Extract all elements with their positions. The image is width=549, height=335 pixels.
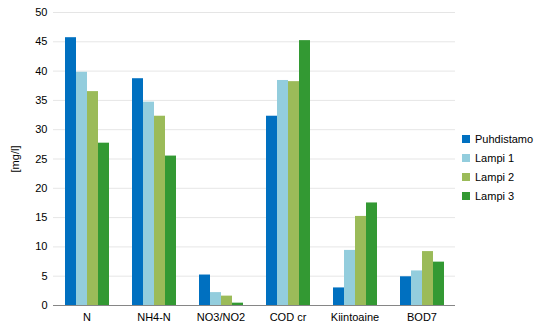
svg-text:Kiintoaine: Kiintoaine [331, 311, 379, 323]
svg-text:40: 40 [35, 65, 47, 77]
svg-text:15: 15 [35, 211, 47, 223]
html-text:Puhdistamo: Puhdistamo [475, 133, 534, 145]
html-text:Lampi 1: Lampi 1 [475, 152, 515, 164]
svg-text:[mg/l]: [mg/l] [9, 146, 21, 173]
svg-text:N: N [83, 311, 91, 323]
html-text:Lampi 2: Lampi 2 [475, 171, 515, 183]
svg-text:50: 50 [35, 6, 47, 18]
svg-text:BOD7: BOD7 [407, 311, 437, 323]
svg-text:0: 0 [41, 299, 47, 311]
svg-text:35: 35 [35, 94, 47, 106]
svg-text:NO3/NO2: NO3/NO2 [197, 311, 245, 323]
svg-text:COD cr: COD cr [270, 311, 307, 323]
svg-text:20: 20 [35, 182, 47, 194]
html-text:Lampi 3: Lampi 3 [475, 190, 515, 202]
svg-text:45: 45 [35, 35, 47, 47]
svg-text:NH4-N: NH4-N [137, 311, 171, 323]
svg-text:30: 30 [35, 123, 47, 135]
svg-text:10: 10 [35, 240, 47, 252]
svg-text:25: 25 [35, 153, 47, 165]
svg-text:5: 5 [41, 270, 47, 282]
